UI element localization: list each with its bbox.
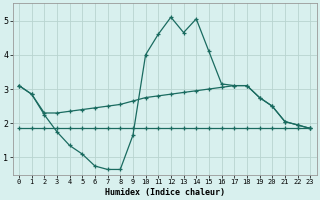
X-axis label: Humidex (Indice chaleur): Humidex (Indice chaleur) <box>105 188 225 197</box>
